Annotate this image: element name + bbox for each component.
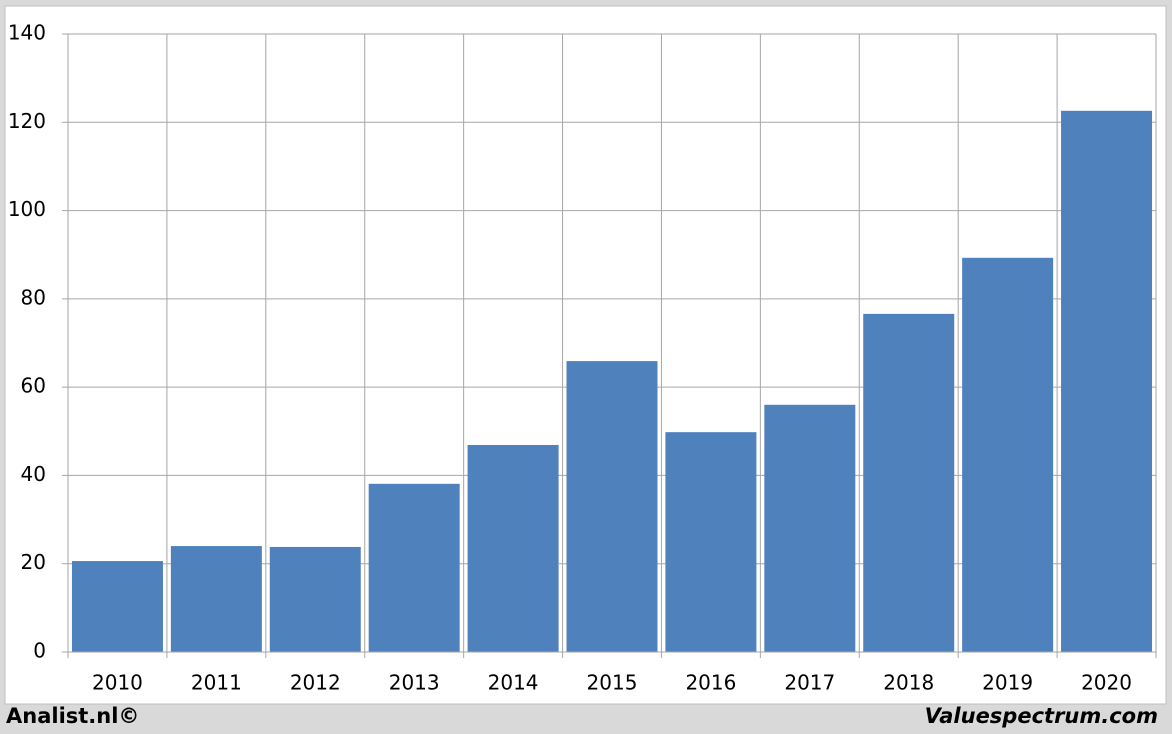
bar xyxy=(665,432,757,652)
x-tick-label: 2010 xyxy=(92,671,143,695)
bar xyxy=(962,257,1054,652)
x-tick-label: 2013 xyxy=(389,671,440,695)
x-tick-label: 2014 xyxy=(488,671,539,695)
y-tick-label: 0 xyxy=(33,639,46,663)
x-tick-label: 2020 xyxy=(1081,671,1132,695)
x-tick-label: 2015 xyxy=(587,671,638,695)
footer-left: Analist.nl© xyxy=(6,704,139,728)
y-tick-label: 140 xyxy=(8,21,46,45)
y-tick-label: 120 xyxy=(8,109,46,133)
bar xyxy=(566,361,658,652)
x-tick-label: 2018 xyxy=(883,671,934,695)
bar xyxy=(368,483,460,652)
y-tick-label: 100 xyxy=(8,197,46,221)
y-tick-label: 20 xyxy=(21,550,46,574)
bar xyxy=(467,444,559,652)
bar xyxy=(764,404,856,652)
x-tick-label: 2019 xyxy=(982,671,1033,695)
y-tick-label: 80 xyxy=(21,285,46,309)
x-tick-label: 2012 xyxy=(290,671,341,695)
x-tick-label: 2016 xyxy=(685,671,736,695)
x-tick-label: 2017 xyxy=(784,671,835,695)
bar xyxy=(1061,110,1153,652)
y-tick-label: 40 xyxy=(21,462,46,486)
bar xyxy=(71,561,163,652)
bar xyxy=(863,313,955,652)
bar xyxy=(170,546,262,652)
y-tick-label: 60 xyxy=(21,374,46,398)
footer-right: Valuespectrum.com xyxy=(925,704,1158,728)
bar xyxy=(269,546,361,652)
x-tick-label: 2011 xyxy=(191,671,242,695)
